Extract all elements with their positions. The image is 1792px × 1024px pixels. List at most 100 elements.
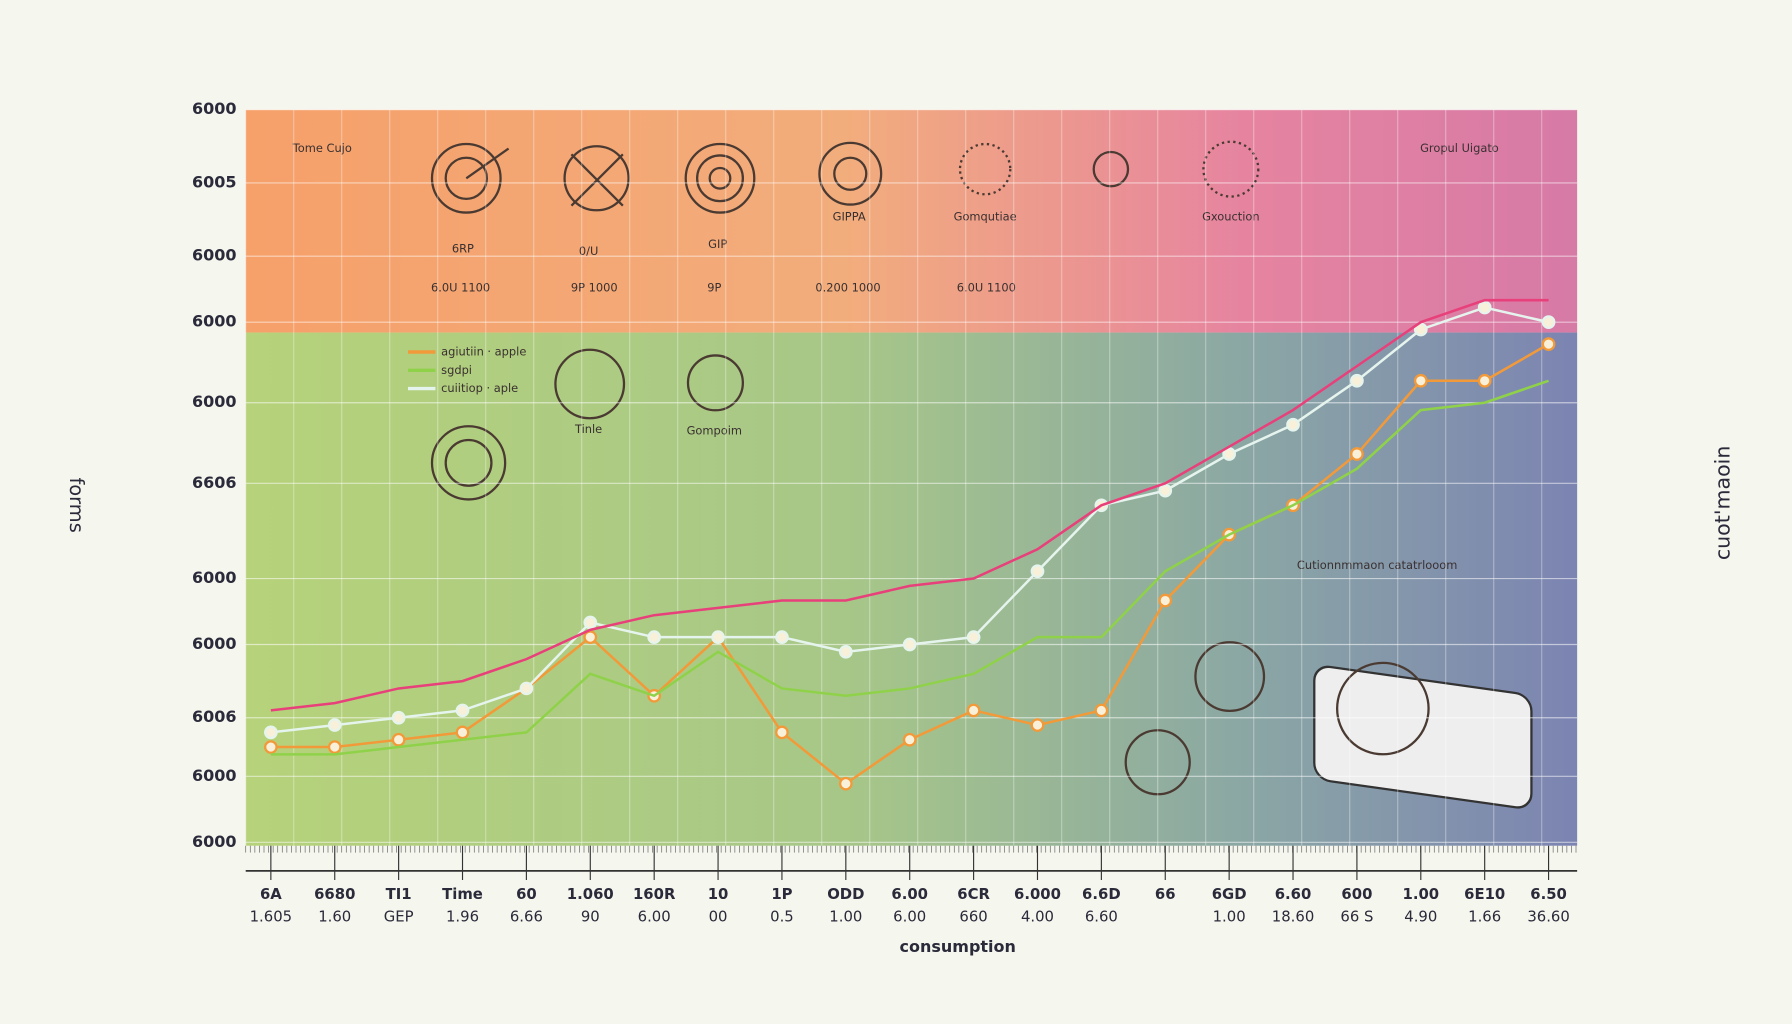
x-sub-label: 4.90 [1404,908,1437,926]
x-tick-label: 6.50 [1530,885,1567,903]
annotation: 9P 1000 [571,280,618,294]
point [1286,417,1300,432]
x-sub-label: 66 S [1340,908,1373,926]
x-tick-label: 1.060 [567,885,614,903]
point [1030,564,1045,579]
x-tick-label: 6E10 [1464,885,1505,903]
annotation: Cutionnmmaon catatrlooom [1297,558,1457,572]
y-tick-label: 6606 [192,473,237,492]
point [455,725,470,740]
y-tick-label: 6000 [192,246,237,265]
x-sub-label: 18.60 [1272,908,1315,926]
annotation: Tome Cujo [292,141,352,155]
x-sub-label: GEP [384,908,414,926]
point [1477,373,1492,388]
point [838,776,853,791]
point [264,725,278,740]
point [1477,300,1492,315]
x-tick-label: 600 [1341,885,1372,903]
y-tick-label: 6000 [192,634,237,653]
y-axis-title: forms [65,477,88,532]
annotation: 6.0U 1100 [431,280,490,294]
annotation: 6RP [452,242,474,256]
point [902,732,917,747]
point [1541,337,1556,351]
annotation: Gomqutiae [954,210,1017,224]
annotation: GIPPA [833,210,866,224]
x-tick-label: 6.60 [1275,885,1312,903]
x-tick-label: 60 [516,885,537,903]
x-tick-label: 6.6D [1082,885,1121,903]
annotation: Tinle [574,422,602,436]
point [1350,373,1364,388]
icons [430,140,1533,809]
x-tick-label: 1.00 [1402,885,1439,903]
x-tick-label: 66 [1155,885,1176,903]
series-line [270,379,1549,756]
point [391,732,406,747]
point [1094,703,1109,718]
x-tick-label: 6.000 [1014,885,1061,903]
y-tick-label: 6000 [192,766,237,785]
y2-axis-title: cuot'maoin [1710,446,1734,561]
legend-label: agiutiin · apple [441,345,526,359]
x-sub-label: 90 [581,908,600,926]
x-tick-label: 160R [633,885,676,903]
point [1413,322,1428,337]
x-sub-label: 1.60 [318,908,351,926]
point [775,630,789,645]
x-tick-label: 6GD [1212,885,1247,903]
point [775,725,789,740]
annotations: Tome Cujo 6RP 0/U GIP GIPPA Gomqutiae Gx… [292,141,1499,572]
x-tick-label: ODD [827,885,864,903]
x-tick-label: 6A [260,885,282,903]
point [1222,447,1236,461]
x-tick-label: 1P [771,885,792,903]
x-tick-label: 10 [708,885,729,903]
point [1158,593,1173,608]
annotation: 9P [707,280,721,294]
x-tick-label: 6680 [314,885,355,903]
x-sub-label: 0.5 [770,908,794,926]
point [391,710,406,725]
point [966,703,981,718]
point [711,630,725,645]
x-tick-label: Time [442,885,483,903]
annotation: GIP [708,237,727,251]
series-line [270,298,1549,712]
x-sub-label: 4.00 [1021,908,1054,926]
x-sub-label: 660 [959,908,987,926]
x-sub-label: 6.60 [1085,908,1118,926]
y-tick-label: 6006 [192,707,237,726]
x-sub-label: 1.66 [1468,908,1501,926]
point [1030,718,1045,732]
x-sub-label: 6.00 [638,908,671,926]
plot-band-top [245,109,1578,333]
point [264,740,278,754]
x-axis-title: consumption [900,937,1016,956]
point [327,718,342,732]
point [902,637,917,652]
x-tick-label: 6.00 [891,885,928,903]
point [1158,483,1173,498]
x-sub-label: 00 [709,908,728,926]
x-sub-label: 1.00 [829,908,862,926]
x-tick-label: 6CR [957,885,990,903]
point [838,644,853,659]
x-sub-label: 1.96 [446,908,479,926]
y-tick-label: 6005 [192,172,237,191]
annotation: Gropul Uigato [1420,141,1499,155]
point [583,615,598,630]
x-sub-label: 1.00 [1213,908,1246,926]
x-sub-label: 6.00 [893,908,926,926]
y-tick-label: 6000 [192,832,237,851]
x-sub-label: 6.66 [510,908,543,926]
y-tick-label: 6000 [192,99,237,118]
point [1541,315,1556,330]
legend-label: sgdpi [441,363,472,377]
x-sub-label: 36.60 [1527,908,1570,926]
y-tick-label: 6000 [192,392,237,411]
y-tick-label: 6000 [192,568,237,587]
annotation: 0.200 1000 [815,280,880,294]
